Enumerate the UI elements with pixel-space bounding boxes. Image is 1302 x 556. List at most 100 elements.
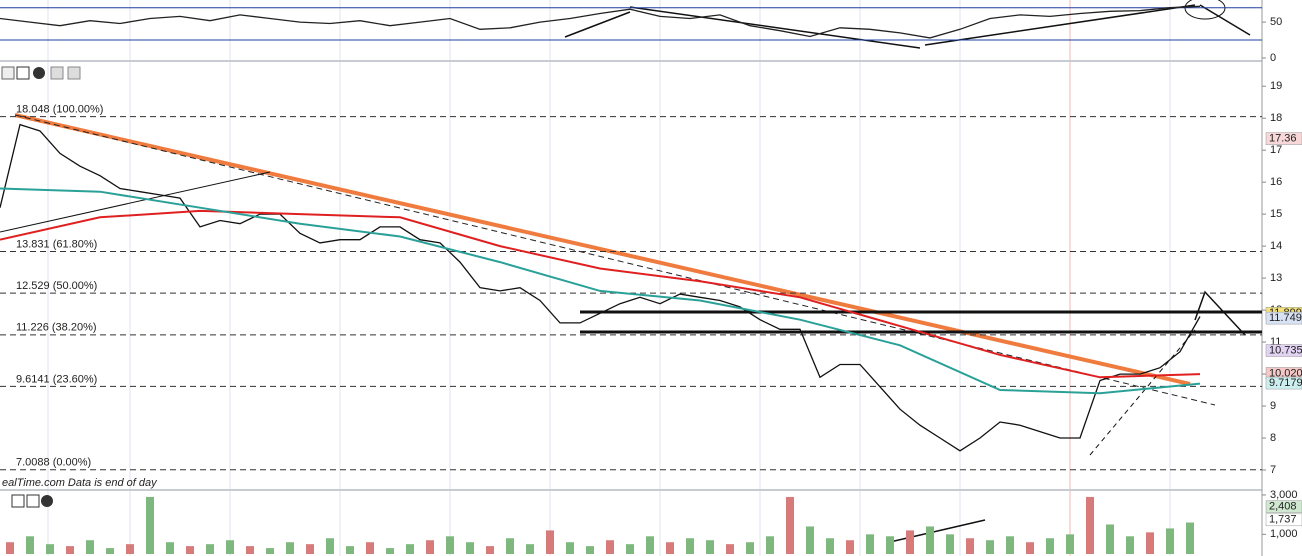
y-tick-label: 0 bbox=[1270, 52, 1276, 64]
price-tag bbox=[1265, 132, 1302, 145]
price-tag bbox=[1265, 513, 1302, 527]
volume-bar bbox=[666, 542, 674, 554]
drawing-objects bbox=[0, 0, 1262, 543]
volume-bar bbox=[1086, 496, 1094, 554]
volume-bar bbox=[66, 546, 74, 554]
volume-bar bbox=[566, 542, 574, 554]
price-tag-label: 17.36 bbox=[1269, 133, 1297, 145]
vertical-grid bbox=[47, 0, 1171, 556]
price-tag bbox=[1265, 500, 1302, 513]
volume-bar bbox=[366, 542, 374, 554]
series-line bbox=[0, 209, 1201, 379]
volume-bar bbox=[946, 534, 954, 554]
volume-bar bbox=[586, 546, 594, 554]
volume-bar bbox=[286, 542, 294, 554]
volume-bar bbox=[786, 496, 794, 554]
volume-bar bbox=[46, 544, 54, 554]
volume-bar bbox=[106, 548, 114, 554]
price-tag-label: 9.7179 bbox=[1269, 377, 1302, 389]
volume-bar bbox=[806, 526, 814, 554]
volume-bar bbox=[1066, 534, 1074, 554]
y-tick-label: 1,000 bbox=[1270, 528, 1298, 540]
price-tag bbox=[1265, 376, 1302, 390]
toolbar[interactable] bbox=[1, 66, 81, 508]
y-tick-label: 15 bbox=[1270, 208, 1282, 220]
volume-bar bbox=[406, 544, 414, 554]
price-tag-label: 10.020 bbox=[1269, 367, 1302, 379]
level-label: 18.048 (100.00%) bbox=[16, 104, 103, 116]
level-label: 12.529 (50.00%) bbox=[16, 280, 97, 292]
volume-bar bbox=[466, 542, 474, 554]
volume-bar bbox=[1186, 522, 1194, 554]
price-tag bbox=[1265, 311, 1302, 325]
level-label: 13.831 (61.80%) bbox=[16, 238, 97, 250]
volume-bar bbox=[546, 530, 554, 554]
volume-bar bbox=[626, 544, 634, 554]
y-tick-label: 16 bbox=[1270, 176, 1282, 188]
volume-bar bbox=[206, 544, 214, 554]
volume-bar bbox=[726, 544, 734, 554]
volume-bar bbox=[1106, 524, 1114, 554]
price-tag-label: 1,737 bbox=[1269, 514, 1297, 526]
volume-bar bbox=[886, 536, 894, 554]
volume-bar bbox=[686, 538, 694, 554]
y-tick-label: 17 bbox=[1270, 144, 1282, 156]
volume-bar bbox=[1166, 528, 1174, 554]
price-tag-label: 10.735 bbox=[1269, 344, 1302, 356]
y-tick-label: 18 bbox=[1270, 112, 1282, 124]
volume-bar bbox=[706, 540, 714, 554]
volume-bar bbox=[766, 536, 774, 554]
volume-bar bbox=[26, 536, 34, 554]
volume-bar bbox=[846, 540, 854, 554]
price-tag-label: 2,408 bbox=[1269, 501, 1297, 513]
volume-bar bbox=[1006, 536, 1014, 554]
volume-bar bbox=[966, 538, 974, 554]
volume-bar bbox=[166, 542, 174, 554]
volume-bar bbox=[986, 540, 994, 554]
y-tick-label: 3,000 bbox=[1270, 489, 1298, 501]
level-label: 9.6141 (23.60%) bbox=[16, 373, 97, 385]
series-line bbox=[0, 123, 1201, 452]
level-label: 11.226 (38.20%) bbox=[16, 322, 97, 334]
volume-bar bbox=[746, 542, 754, 554]
price-tag-label: 11.749 bbox=[1269, 312, 1302, 324]
price-tag bbox=[1265, 344, 1302, 357]
volume-bar bbox=[266, 548, 274, 554]
volume-bar bbox=[906, 530, 914, 554]
volume-bar bbox=[446, 536, 454, 554]
level-label: 7.0088 (0.00%) bbox=[16, 457, 91, 469]
volume-bar bbox=[186, 546, 194, 554]
y-tick-label: 19 bbox=[1270, 80, 1282, 92]
volume-bar bbox=[326, 538, 334, 554]
volume-bar bbox=[346, 546, 354, 554]
panel-divider bbox=[0, 489, 1262, 491]
volume-bar bbox=[1146, 532, 1154, 554]
volume-bar bbox=[246, 546, 254, 554]
series-line bbox=[0, 187, 1201, 395]
volume-bar bbox=[306, 544, 314, 554]
plot-layer: 0507891011121314151617181918.048 (100.00… bbox=[0, 5, 1302, 554]
volume-bar bbox=[826, 538, 834, 554]
volume-bar bbox=[6, 542, 14, 554]
volume-bar bbox=[126, 544, 134, 554]
y-tick-label: 7 bbox=[1270, 464, 1276, 476]
y-tick-label: 9 bbox=[1270, 400, 1276, 412]
panel-divider bbox=[0, 60, 1262, 62]
volume-bar bbox=[506, 538, 514, 554]
y-tick-label: 8 bbox=[1270, 432, 1276, 444]
y-tick-label: 13 bbox=[1270, 272, 1282, 284]
volume-bar bbox=[1026, 542, 1034, 554]
series-line bbox=[0, 5, 1201, 39]
y-tick-label: 11 bbox=[1270, 336, 1281, 348]
volume-bar bbox=[1046, 538, 1054, 554]
volume-bar bbox=[866, 534, 874, 554]
volume-bar bbox=[646, 536, 654, 554]
y-tick-label: 50 bbox=[1270, 16, 1282, 28]
volume-bar bbox=[146, 496, 154, 554]
volume-bar bbox=[606, 540, 614, 554]
volume-bar bbox=[226, 540, 234, 554]
volume-bar bbox=[386, 548, 394, 554]
volume-bar bbox=[926, 526, 934, 554]
